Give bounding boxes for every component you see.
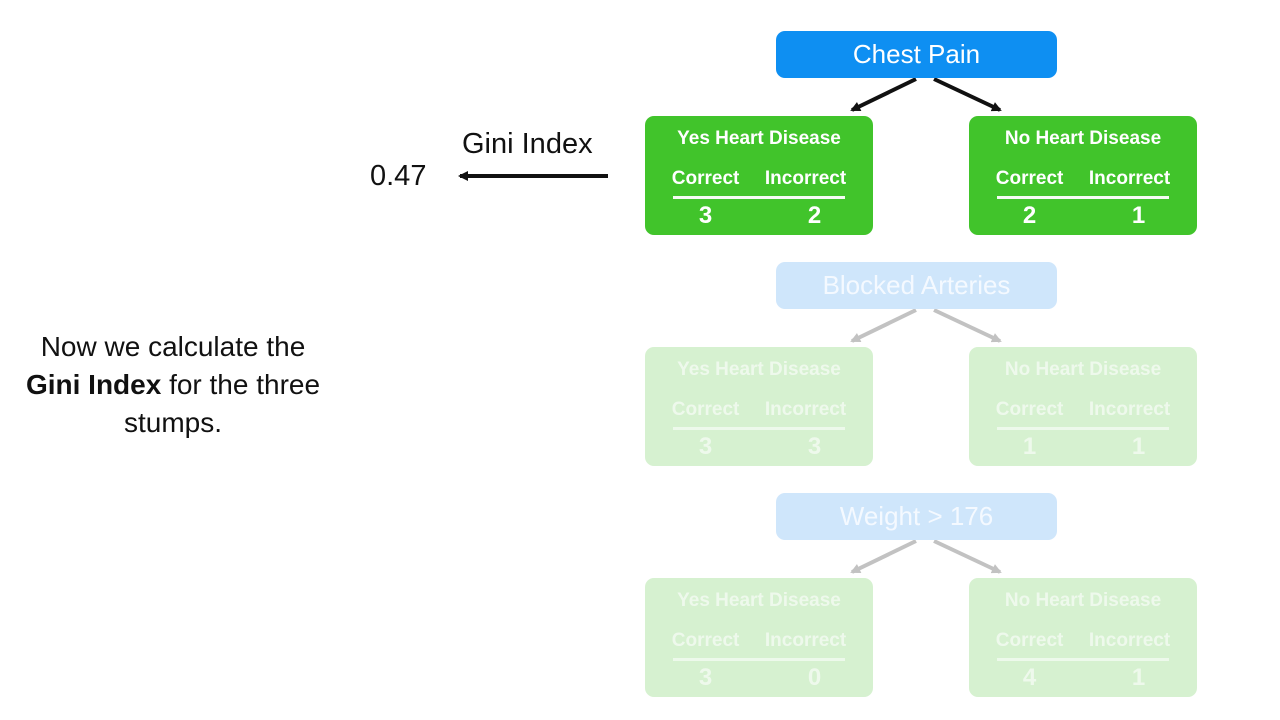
correct-label: Correct — [671, 630, 740, 651]
caption-line-2-rest: for the three — [161, 369, 321, 400]
incorrect-count: 1 — [1131, 202, 1146, 229]
edge-arrow — [850, 308, 917, 343]
leaf-no-heart-disease: No Heart Disease Correct Incorrect 2 1 — [969, 116, 1197, 235]
caption-line-1: Now we calculate the — [40, 331, 306, 362]
correct-count: 2 — [1022, 202, 1037, 229]
leaf-no-heart-disease: No Heart Disease Correct Incorrect 1 1 — [969, 347, 1197, 466]
correct-count: 3 — [698, 664, 713, 691]
caption-line-3: stumps. — [123, 407, 223, 438]
correct-label: Correct — [671, 399, 740, 420]
incorrect-count: 1 — [1131, 664, 1146, 691]
edge-arrow — [850, 539, 917, 574]
caption-bold-term: Gini Index — [25, 369, 162, 400]
root-label: Chest Pain — [852, 39, 981, 69]
incorrect-label: Incorrect — [1088, 630, 1171, 651]
leaf-title: Yes Heart Disease — [677, 359, 841, 380]
divider — [673, 196, 845, 199]
edge-arrow — [933, 77, 1002, 112]
leaf-title: Yes Heart Disease — [677, 128, 841, 149]
correct-label: Correct — [995, 168, 1064, 189]
divider — [997, 427, 1169, 430]
edge-arrow — [933, 539, 1002, 574]
caption-line-2: Gini Index for the three — [0, 366, 346, 404]
divider — [673, 427, 845, 430]
gini-index-value: 0.47 — [370, 160, 427, 192]
incorrect-count: 3 — [807, 433, 822, 460]
root-label: Weight > 176 — [839, 501, 994, 531]
divider — [997, 658, 1169, 661]
edge-arrow — [850, 77, 917, 112]
leaf-yes-heart-disease: Yes Heart Disease Correct Incorrect 3 0 — [645, 578, 873, 697]
incorrect-label: Incorrect — [1088, 168, 1171, 189]
correct-label: Correct — [671, 168, 740, 189]
leaf-yes-heart-disease: Yes Heart Disease Correct Incorrect 3 2 — [645, 116, 873, 235]
correct-label: Correct — [995, 399, 1064, 420]
stump-root-weight: Weight > 176 — [776, 493, 1057, 540]
root-label: Blocked Arteries — [822, 270, 1011, 300]
correct-count: 1 — [1022, 433, 1037, 460]
incorrect-label: Incorrect — [764, 399, 847, 420]
correct-count: 3 — [698, 202, 713, 229]
correct-count: 3 — [698, 433, 713, 460]
divider — [673, 658, 845, 661]
leaf-yes-heart-disease: Yes Heart Disease Correct Incorrect 3 3 — [645, 347, 873, 466]
incorrect-count: 2 — [807, 202, 822, 229]
incorrect-count: 0 — [807, 664, 822, 691]
correct-label: Correct — [995, 630, 1064, 651]
divider — [997, 196, 1169, 199]
incorrect-count: 1 — [1131, 433, 1146, 460]
incorrect-label: Incorrect — [764, 630, 847, 651]
incorrect-label: Incorrect — [1088, 399, 1171, 420]
leaf-no-heart-disease: No Heart Disease Correct Incorrect 4 1 — [969, 578, 1197, 697]
leaf-title: Yes Heart Disease — [677, 590, 841, 611]
gini-index-label: Gini Index — [462, 128, 593, 160]
caption: Now we calculate the Gini Index for the … — [0, 328, 346, 442]
correct-count: 4 — [1022, 664, 1037, 691]
edge-arrow — [933, 308, 1002, 343]
stump-root-blocked-arteries: Blocked Arteries — [776, 262, 1057, 309]
incorrect-label: Incorrect — [764, 168, 847, 189]
leaf-title: No Heart Disease — [1004, 590, 1162, 611]
leaf-title: No Heart Disease — [1004, 359, 1162, 380]
leaf-title: No Heart Disease — [1004, 128, 1162, 149]
stump-root-chest-pain: Chest Pain — [776, 31, 1057, 78]
